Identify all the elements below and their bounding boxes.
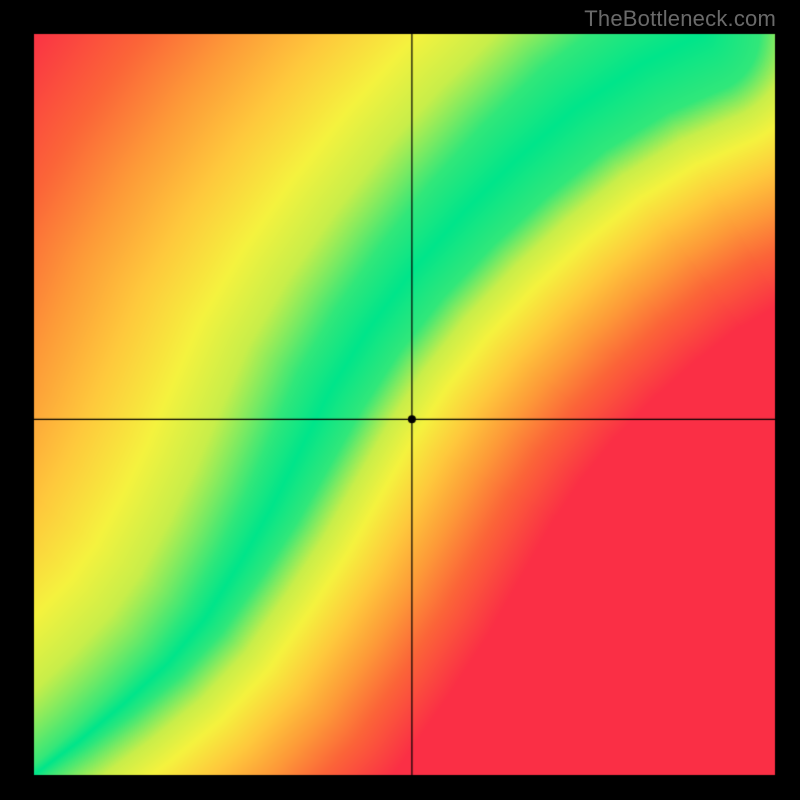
watermark-text: TheBottleneck.com bbox=[584, 6, 776, 32]
bottleneck-heatmap bbox=[0, 0, 800, 800]
